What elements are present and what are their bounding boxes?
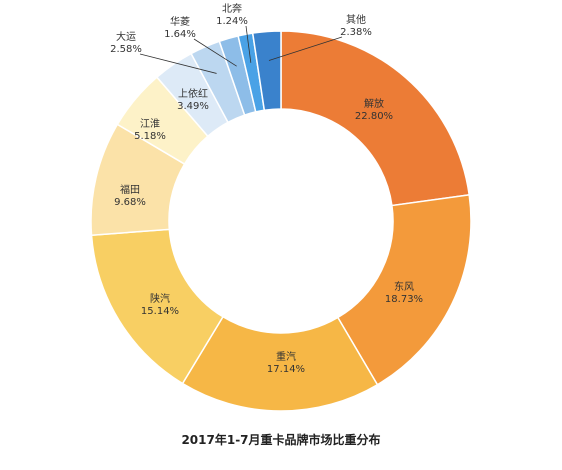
slice-name-10: 其他 [346, 13, 366, 26]
slice-percent-8: 1.64% [164, 29, 196, 40]
donut-slice-1 [336, 193, 472, 386]
leader-lines [139, 25, 343, 74]
slice-name-7: 大运 [116, 30, 136, 43]
leader-line-7 [139, 53, 217, 74]
slice-percent-5: 5.18% [134, 131, 166, 142]
slice-percent-6: 3.49% [177, 101, 209, 112]
slice-percent-10: 2.38% [340, 27, 372, 38]
slice-percent-0: 22.80% [355, 111, 393, 122]
donut-slice-10 [251, 30, 282, 112]
slice-percent-2: 17.14% [267, 364, 305, 375]
slice-name-3: 陕汽 [150, 292, 170, 305]
slice-name-4: 福田 [120, 183, 140, 196]
leader-line-9 [245, 25, 252, 63]
slice-name-5: 江淮 [140, 118, 160, 130]
donut-slices [90, 30, 472, 412]
slice-name-9: 北奔 [222, 2, 242, 15]
slice-percent-1: 18.73% [385, 294, 423, 305]
slice-name-1: 东风 [394, 280, 414, 293]
leader-line-8 [193, 38, 237, 67]
slice-percent-7: 2.58% [110, 44, 142, 55]
slice-percent-4: 9.68% [114, 197, 146, 208]
donut-slice-0 [280, 30, 471, 207]
slice-percent-9: 1.24% [216, 16, 248, 27]
chart-title: 2017年1-7月重卡品牌市场比重分布 [181, 433, 381, 447]
slice-percent-3: 15.14% [141, 306, 179, 317]
leader-line-10 [268, 36, 343, 61]
slice-name-2: 重汽 [276, 350, 296, 363]
slice-name-8: 华菱 [170, 15, 190, 28]
slice-name-0: 解放 [364, 97, 384, 110]
slice-name-6: 上依红 [178, 87, 208, 100]
